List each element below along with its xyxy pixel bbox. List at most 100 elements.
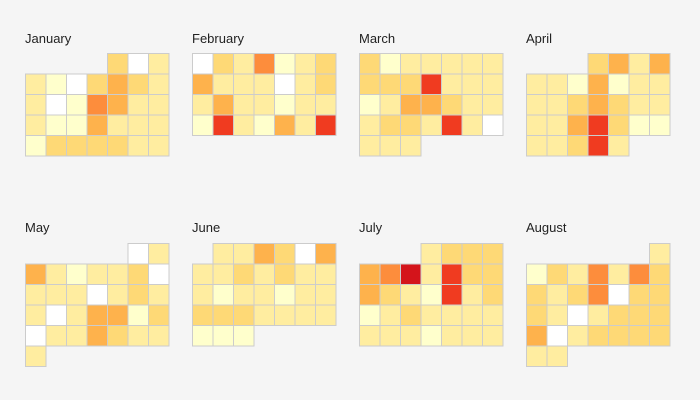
month-grid [25,53,170,157]
day-cell [25,73,47,95]
day-cell [315,94,337,116]
day-cell [649,53,671,75]
day-cell [587,53,609,75]
day-cell [315,114,337,136]
day-cell [25,263,47,285]
day-cell [649,284,671,306]
day-cell [359,53,381,75]
day-cell [608,114,630,136]
day-cell [25,94,47,116]
day-cell [294,304,316,326]
day-cell [461,94,483,116]
day-cell [253,94,275,116]
day-cell [66,263,88,285]
day-cell [482,263,504,285]
day-cell [212,263,234,285]
day-cell [212,73,234,95]
month-title: May [25,220,50,235]
day-cell [482,53,504,75]
day-cell [45,284,67,306]
day-cell [86,263,108,285]
day-cell [359,135,381,157]
day-cell [461,53,483,75]
month-title: August [526,220,567,235]
day-cell [86,94,108,116]
day-cell [461,263,483,285]
day-cell [233,284,255,306]
day-cell [148,325,170,347]
day-cell [379,114,401,136]
day-cell [192,53,214,75]
day-cell [127,73,149,95]
month-title: July [359,220,383,235]
day-cell [192,325,214,347]
day-cell [107,304,129,326]
day-cell [294,73,316,95]
day-cell [567,94,589,116]
day-cell [107,284,129,306]
month-grid [25,243,170,367]
month-title: April [526,31,553,46]
day-cell [587,284,609,306]
day-cell [233,114,255,136]
day-cell [649,73,671,95]
day-cell [148,304,170,326]
day-cell [192,304,214,326]
month-grid [192,243,337,347]
day-cell [546,135,568,157]
day-cell [253,284,275,306]
day-cell [608,325,630,347]
day-cell [400,94,422,116]
day-cell [379,53,401,75]
day-cell [567,135,589,157]
day-cell [546,94,568,116]
day-cell [233,304,255,326]
day-cell [441,53,463,75]
day-cell [107,135,129,157]
day-cell [192,73,214,95]
day-cell [649,243,671,265]
day-cell [148,135,170,157]
day-cell [482,73,504,95]
day-cell [359,94,381,116]
day-cell [628,114,650,136]
day-cell [148,263,170,285]
day-cell [400,73,422,95]
month-grid [359,243,504,347]
day-cell [45,304,67,326]
day-cell [526,114,548,136]
day-cell [45,135,67,157]
day-cell [45,114,67,136]
day-cell [420,263,442,285]
day-cell [25,114,47,136]
day-cell [608,73,630,95]
day-cell [526,345,548,367]
day-cell [315,284,337,306]
day-cell [608,135,630,157]
day-cell [482,114,504,136]
day-cell [148,73,170,95]
day-cell [567,304,589,326]
day-cell [66,73,88,95]
day-cell [294,284,316,306]
day-cell [25,304,47,326]
day-cell [441,304,463,326]
day-cell [294,263,316,285]
day-cell [233,263,255,285]
day-cell [441,263,463,285]
day-cell [649,94,671,116]
day-cell [192,263,214,285]
day-cell [294,114,316,136]
day-cell [400,284,422,306]
month-title: June [192,220,221,235]
day-cell [25,284,47,306]
day-cell [66,284,88,306]
day-cell [608,53,630,75]
day-cell [546,284,568,306]
day-cell [127,263,149,285]
day-cell [379,135,401,157]
month-grid [526,53,671,157]
day-cell [526,284,548,306]
day-cell [420,243,442,265]
day-cell [461,304,483,326]
